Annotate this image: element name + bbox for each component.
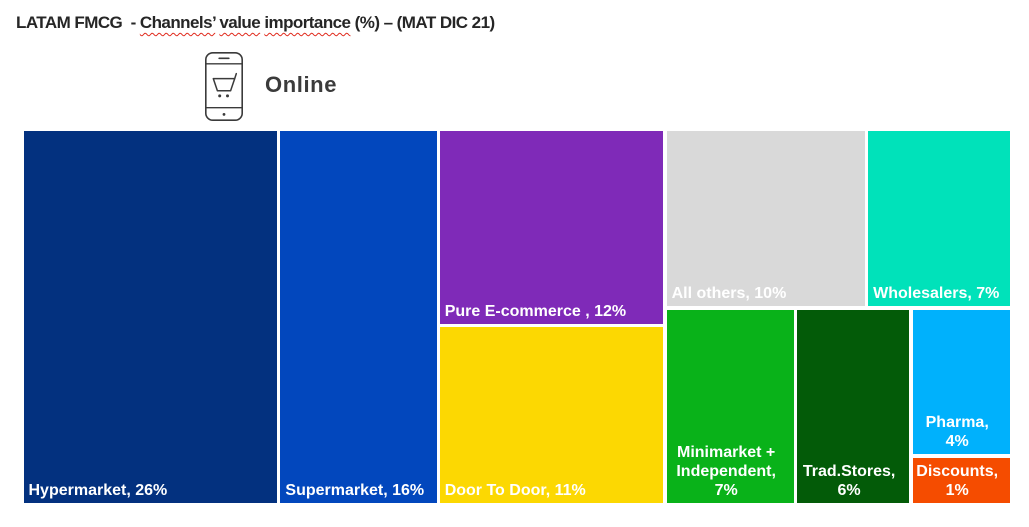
- treemap-tile-minimarket-independent[interactable]: Minimarket + Independent, 7%: [666, 309, 794, 504]
- page-title[interactable]: LATAM FMCG - Channels’ value importance …: [16, 13, 495, 33]
- online-label: Online: [265, 71, 338, 97]
- treemap-tile-discounts[interactable]: Discounts, 1%: [912, 457, 1010, 504]
- treemap-tile-trad-stores[interactable]: Trad.Stores, 6%: [796, 309, 910, 504]
- tile-label: 7%: [714, 482, 738, 500]
- treemap-tile-pharma[interactable]: Pharma, 4%: [912, 309, 1010, 455]
- title-word-misspelled: Channels’: [139, 13, 216, 32]
- treemap-tile-all-others[interactable]: All others, 10%: [666, 130, 865, 307]
- tile-label: Wholesalers, 7%: [873, 285, 1000, 303]
- tile-label: 6%: [837, 482, 861, 500]
- tile-label: All others, 10%: [671, 285, 787, 303]
- treemap-tile-door-to-door[interactable]: Door To Door, 11%: [439, 327, 664, 504]
- tile-label: Discounts,: [916, 463, 999, 481]
- tile-label: Door To Door, 11%: [444, 482, 586, 500]
- tile-label: Supermarket, 16%: [285, 482, 425, 500]
- tile-label: Hypermarket, 26%: [28, 482, 168, 500]
- title-text: LATAM FMCG -: [16, 13, 140, 32]
- tile-label: 4%: [945, 433, 969, 451]
- treemap-tile-wholesalers[interactable]: Wholesalers, 7%: [868, 130, 1010, 307]
- treemap-tile-hypermarket[interactable]: Hypermarket, 26%: [23, 130, 278, 504]
- title-text: (%) – (MAT DIC 21): [350, 13, 496, 32]
- tile-label: Minimarket +: [677, 444, 776, 462]
- title-word-misspelled: value: [219, 13, 261, 32]
- tile-label: Pure E-commerce , 12%: [444, 302, 627, 320]
- tile-label: 1%: [945, 482, 969, 500]
- tile-label: Independent,: [676, 463, 776, 481]
- smartphone-shopping-cart-icon: [205, 52, 243, 121]
- treemap-chart: Hypermarket, 26% Supermarket, 16% Pure E-c…: [23, 130, 1010, 504]
- title-word-misspelled: importance: [264, 13, 351, 32]
- tile-label: Pharma,: [925, 414, 989, 432]
- treemap-tile-supermarket[interactable]: Supermarket, 16%: [280, 130, 437, 504]
- online-header[interactable]: Online: [205, 52, 337, 121]
- treemap-tile-pure-e-commerce[interactable]: Pure E-commerce , 12%: [439, 130, 664, 324]
- tile-label: Trad.Stores,: [802, 463, 896, 481]
